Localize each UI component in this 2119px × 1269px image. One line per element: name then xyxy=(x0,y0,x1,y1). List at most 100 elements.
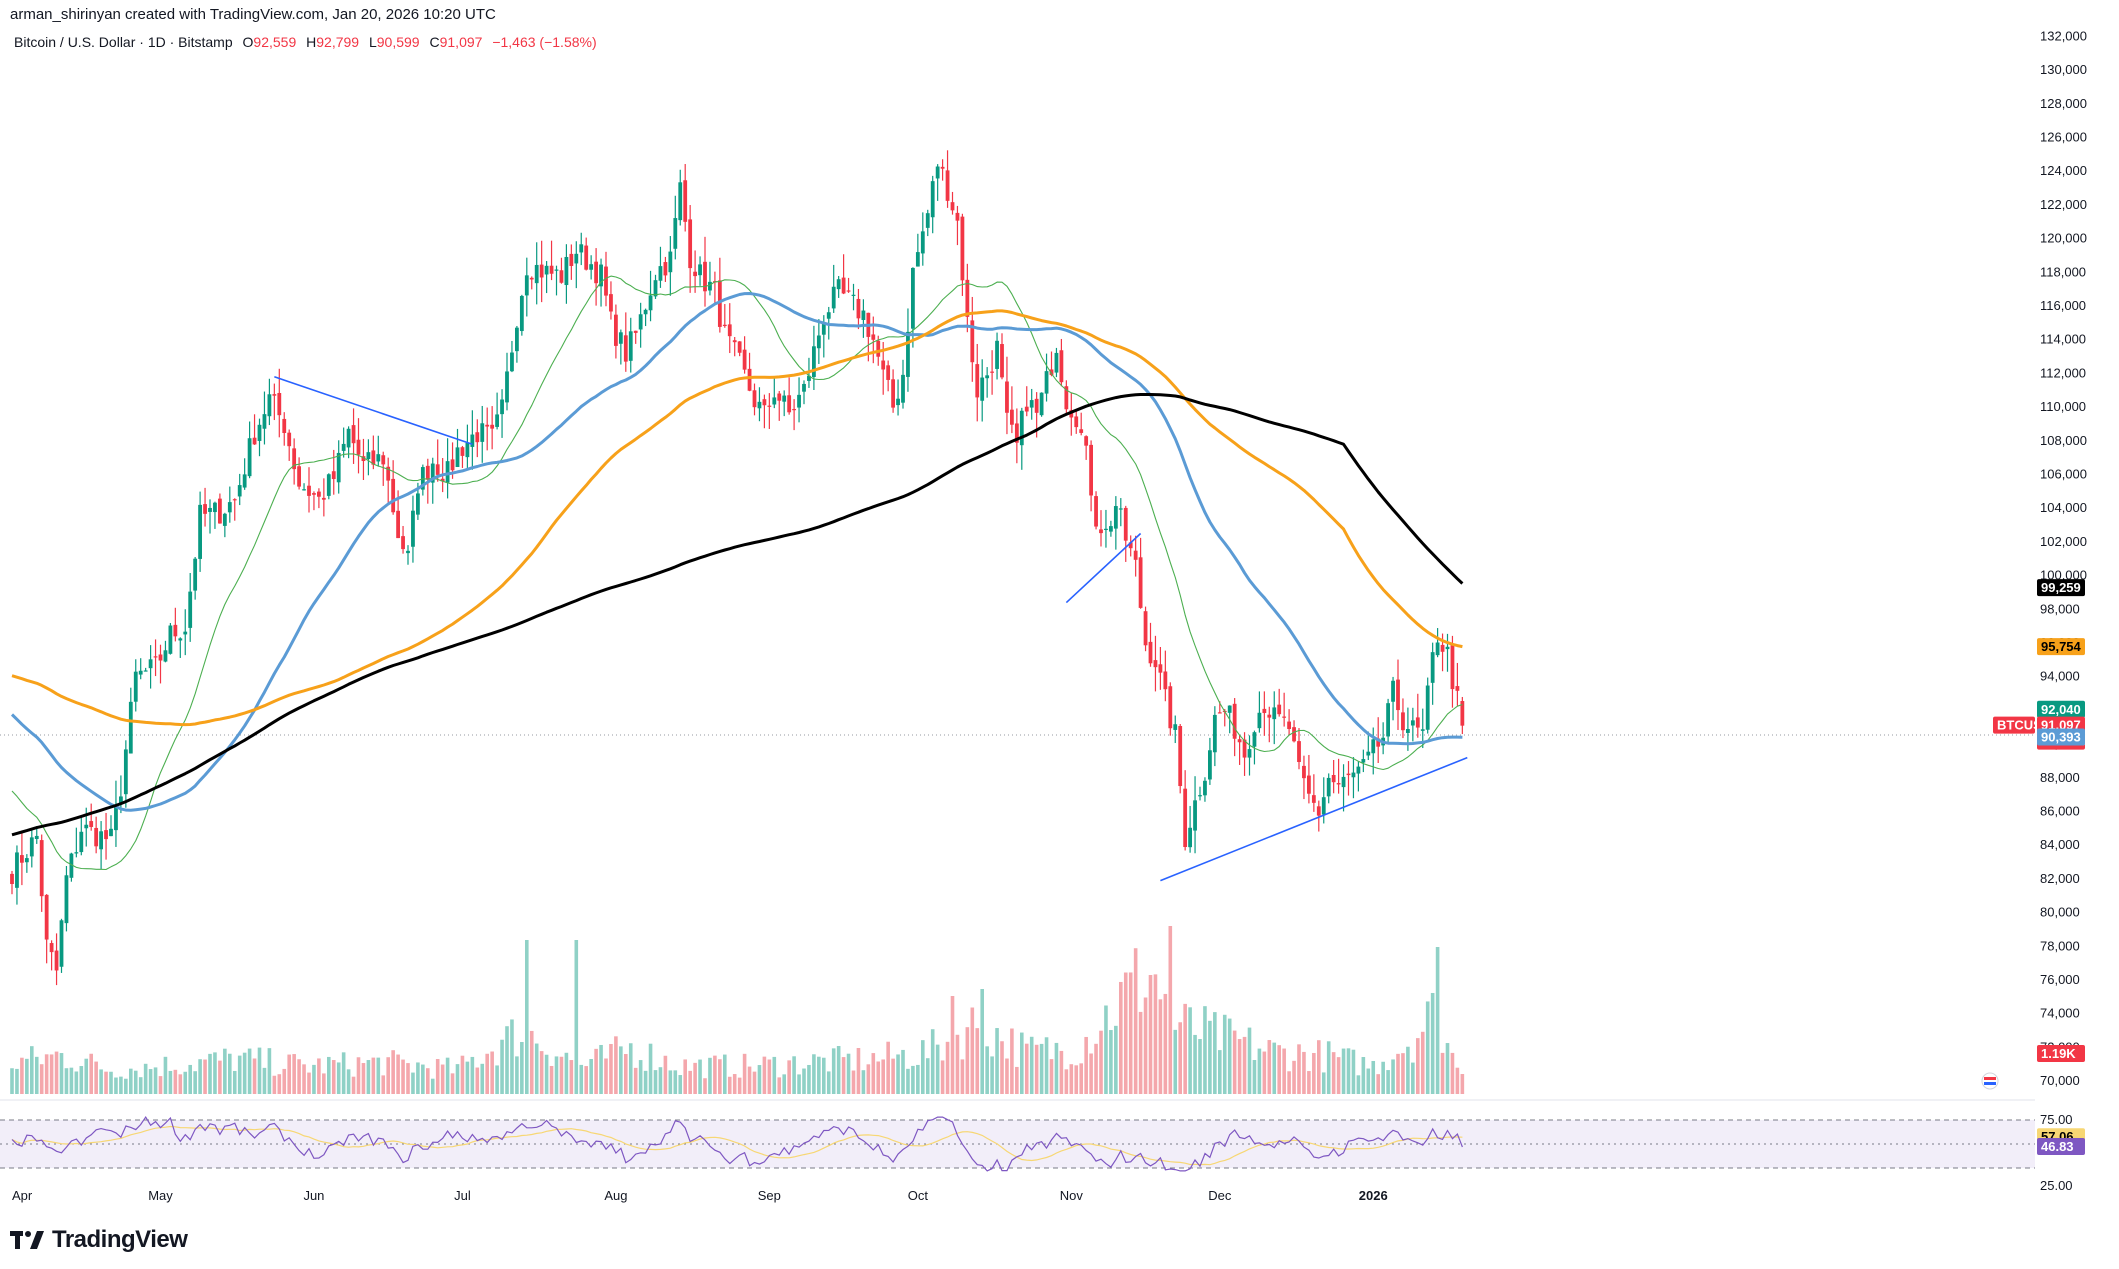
time-tick-label: Jun xyxy=(303,1188,324,1203)
candle xyxy=(1193,776,1197,854)
price-tag: 95,754 xyxy=(2037,638,2085,656)
candle-body xyxy=(29,837,34,857)
volume-bar xyxy=(752,1071,757,1094)
candle xyxy=(727,303,732,354)
candle-body xyxy=(1019,410,1024,446)
candle xyxy=(59,918,64,973)
candle-body xyxy=(1321,797,1326,815)
candle xyxy=(227,486,232,523)
candle xyxy=(1252,730,1257,765)
candle-body xyxy=(856,298,861,319)
volume-bar xyxy=(713,1055,717,1094)
price-tag-bg xyxy=(2037,728,2085,746)
candle-body xyxy=(480,423,485,442)
candle-body xyxy=(183,631,188,635)
candle-body xyxy=(1054,352,1059,373)
candle xyxy=(1361,749,1366,773)
volume-bar xyxy=(1396,1053,1400,1094)
candle xyxy=(915,233,920,267)
candle-body xyxy=(1198,795,1202,797)
candle xyxy=(114,780,118,847)
symbol-legend: Bitcoin / U.S. Dollar · 1D · Bitstamp O9… xyxy=(14,34,597,50)
volume-bar xyxy=(1227,1018,1232,1094)
candle-body xyxy=(1143,611,1148,646)
price-tick-label: 74,000 xyxy=(2040,1006,2080,1021)
candle xyxy=(445,438,450,499)
price-tick-label: 130,000 xyxy=(2040,62,2087,77)
candle-body xyxy=(173,624,178,637)
volume-bar xyxy=(490,1051,494,1094)
candle-body xyxy=(1173,724,1178,730)
price-tag-bg xyxy=(2037,1045,2085,1062)
candle-body xyxy=(668,251,673,273)
candle xyxy=(346,426,351,459)
candle-body xyxy=(1203,780,1207,796)
candle-body xyxy=(297,466,301,487)
candle xyxy=(20,830,24,886)
candle-body xyxy=(584,245,589,270)
symbol-name[interactable]: Bitcoin / U.S. Dollar · 1D · Bitstamp xyxy=(14,34,233,50)
close-value: 91,097 xyxy=(439,34,483,50)
volume-bar xyxy=(604,1058,608,1094)
volume-bar xyxy=(624,1054,628,1094)
candle xyxy=(777,390,782,421)
candle xyxy=(673,195,678,260)
candle-body xyxy=(797,394,801,408)
candle xyxy=(1138,537,1143,609)
candle-body xyxy=(1302,765,1306,779)
candle-body xyxy=(1133,550,1138,560)
candle xyxy=(1123,505,1128,562)
candle xyxy=(1133,535,1138,577)
volume-bar xyxy=(846,1053,851,1094)
candle xyxy=(1044,353,1049,402)
tradingview-brand[interactable]: TradingView xyxy=(52,1226,188,1253)
volume-bar xyxy=(1084,1036,1088,1094)
candle-body xyxy=(777,393,782,401)
candle xyxy=(846,277,851,293)
candle xyxy=(1168,682,1173,736)
volume-bar xyxy=(995,1028,999,1094)
candle xyxy=(465,424,470,470)
candle xyxy=(554,265,559,296)
candle-body xyxy=(366,452,371,460)
candle-body xyxy=(1361,759,1366,763)
candle-body xyxy=(1158,664,1163,673)
volume-bar xyxy=(371,1057,376,1094)
candle-body xyxy=(1212,714,1217,753)
volume-bar xyxy=(1054,1042,1059,1094)
candle-body xyxy=(143,670,148,672)
candle xyxy=(737,341,742,357)
volume-bar xyxy=(247,1048,252,1094)
candle xyxy=(1005,356,1009,435)
candle-body xyxy=(138,670,143,675)
candle-body xyxy=(1079,429,1084,433)
candle-body xyxy=(1460,701,1465,726)
volume-bar xyxy=(39,1064,44,1094)
candle-body xyxy=(638,314,643,330)
volume-bar xyxy=(297,1059,301,1094)
volume-bar xyxy=(381,1075,386,1094)
candle xyxy=(1257,691,1262,733)
candle xyxy=(218,493,222,524)
candle xyxy=(287,429,292,461)
volume-bar xyxy=(1128,972,1133,1094)
candle-body xyxy=(604,266,608,296)
volume-bar xyxy=(1460,1074,1465,1094)
candle-body xyxy=(460,447,465,456)
candle-body xyxy=(470,434,475,447)
candle-body xyxy=(1371,739,1376,754)
price-tick-label: 106,000 xyxy=(2040,467,2087,482)
volume-bar xyxy=(64,1068,69,1094)
volume-bar xyxy=(114,1077,118,1094)
candle-body xyxy=(1010,409,1014,425)
candle-body xyxy=(1346,773,1351,776)
candle-body xyxy=(312,493,316,495)
candle-body xyxy=(1430,652,1435,683)
low-value: 90,599 xyxy=(376,34,420,50)
volume-bar xyxy=(133,1070,138,1094)
volume-bar xyxy=(129,1068,133,1094)
candle-body xyxy=(821,322,826,335)
candle xyxy=(109,815,113,837)
volume-bar xyxy=(1218,1050,1222,1094)
